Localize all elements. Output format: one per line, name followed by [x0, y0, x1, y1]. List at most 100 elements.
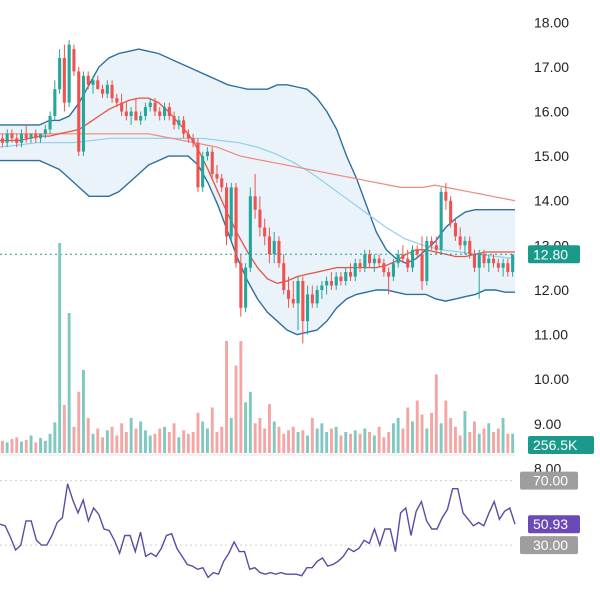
candle[interactable] [91, 75, 95, 94]
candle[interactable] [139, 111, 143, 125]
candle[interactable] [329, 272, 333, 290]
candle[interactable] [115, 93, 119, 108]
candle[interactable] [239, 254, 243, 317]
candle[interactable] [372, 254, 376, 273]
candle[interactable] [511, 254, 515, 277]
candle[interactable] [72, 44, 76, 76]
candle[interactable] [53, 80, 57, 121]
candle[interactable] [339, 272, 343, 286]
candle[interactable] [15, 133, 19, 148]
candle[interactable] [10, 129, 14, 143]
candle[interactable] [434, 236, 438, 255]
candle[interactable] [287, 276, 291, 308]
candle[interactable] [444, 182, 448, 210]
candle[interactable] [186, 129, 190, 143]
candle[interactable] [277, 236, 281, 268]
candle[interactable] [253, 174, 257, 219]
candle[interactable] [81, 71, 85, 157]
candle[interactable] [96, 75, 100, 90]
candle[interactable] [349, 263, 353, 281]
candle[interactable] [267, 227, 271, 264]
candle[interactable] [344, 267, 348, 286]
candle[interactable] [377, 254, 381, 268]
candle[interactable] [396, 249, 400, 268]
candle[interactable] [492, 254, 496, 268]
candle[interactable] [453, 218, 457, 241]
candle[interactable] [43, 124, 47, 139]
candle[interactable] [220, 174, 224, 192]
candle[interactable] [439, 187, 443, 255]
candle[interactable] [425, 236, 429, 286]
candle[interactable] [358, 258, 362, 273]
candle[interactable] [229, 182, 233, 241]
candle[interactable] [215, 165, 219, 183]
candle[interactable] [501, 258, 505, 277]
candle[interactable] [258, 196, 262, 237]
price-panel[interactable] [0, 40, 516, 344]
candle[interactable] [282, 254, 286, 295]
candle[interactable] [387, 267, 391, 295]
candle[interactable] [225, 182, 229, 246]
candle[interactable] [201, 151, 205, 192]
candle[interactable] [172, 111, 176, 130]
candle[interactable] [19, 129, 23, 148]
candle[interactable] [296, 276, 300, 331]
rsi-panel[interactable]: 70.00 30.00 50.93 [0, 471, 580, 579]
candle[interactable] [205, 147, 209, 161]
candle[interactable] [244, 263, 248, 313]
candle[interactable] [320, 281, 324, 299]
candle[interactable] [401, 245, 405, 264]
candle[interactable] [363, 249, 367, 273]
candle[interactable] [449, 196, 453, 228]
candle[interactable] [472, 249, 476, 273]
candle[interactable] [468, 236, 472, 259]
candle[interactable] [411, 245, 415, 273]
candle[interactable] [482, 249, 486, 268]
candle[interactable] [5, 129, 9, 148]
candle[interactable] [62, 44, 66, 112]
candle[interactable] [143, 102, 147, 121]
candle[interactable] [406, 249, 410, 273]
candle[interactable] [67, 40, 71, 108]
candle[interactable] [487, 254, 491, 273]
candle[interactable] [430, 236, 434, 250]
candle[interactable] [177, 116, 181, 130]
candle[interactable] [110, 80, 114, 103]
candle[interactable] [315, 285, 319, 308]
candle[interactable] [39, 133, 43, 143]
candle[interactable] [24, 124, 28, 143]
candle[interactable] [334, 272, 338, 290]
candle[interactable] [58, 49, 62, 94]
candle[interactable] [167, 102, 171, 121]
candle[interactable] [153, 98, 157, 116]
candle[interactable] [129, 107, 133, 125]
candle[interactable] [353, 258, 357, 281]
candle[interactable] [124, 102, 128, 121]
candle[interactable] [77, 66, 81, 157]
candle[interactable] [191, 133, 195, 148]
candle[interactable] [306, 285, 310, 335]
candle[interactable] [301, 276, 305, 344]
candle[interactable] [86, 71, 90, 90]
candle[interactable] [148, 98, 152, 112]
candle[interactable] [263, 218, 267, 246]
candle[interactable] [415, 245, 419, 259]
candle[interactable] [325, 276, 329, 295]
candle[interactable] [163, 102, 167, 121]
candle[interactable] [382, 258, 386, 277]
candle[interactable] [496, 258, 500, 273]
candle[interactable] [420, 236, 424, 290]
candle[interactable] [477, 249, 481, 299]
candle[interactable] [182, 116, 186, 139]
candle[interactable] [134, 98, 138, 121]
candle[interactable] [463, 236, 467, 255]
candle[interactable] [368, 249, 372, 268]
candle[interactable] [234, 182, 238, 268]
candle[interactable] [391, 258, 395, 281]
candle[interactable] [506, 258, 510, 277]
candle[interactable] [248, 187, 252, 273]
candle[interactable] [458, 227, 462, 250]
candle[interactable] [310, 285, 314, 308]
candle[interactable] [272, 232, 276, 264]
